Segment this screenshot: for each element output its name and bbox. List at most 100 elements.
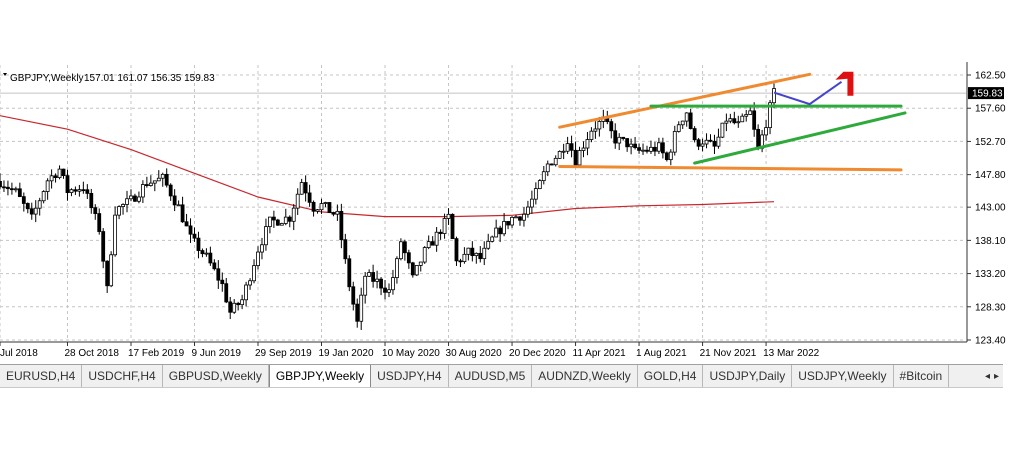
candle-body [45,180,50,192]
candle-body [144,184,149,187]
candle-body [184,221,189,227]
tab-gbpjpy-weekly[interactable]: GBPJPY,Weekly [268,365,372,387]
candle-body [57,168,62,179]
time-tick-label: 9 Jun 2019 [191,348,241,359]
price-tick-label: 147.80 [975,170,1006,181]
tab-usdjpy-h4[interactable]: USDJPY,H4 [371,365,449,387]
candle-body [299,182,304,195]
current-price-box [968,87,1004,100]
candle-body [593,128,598,132]
candle-body [434,231,439,246]
candle-body [275,219,280,226]
candle-body [653,146,657,152]
trendlines[interactable] [558,72,907,172]
tab-eurusd-h4[interactable]: EURUSD,H4 [0,365,83,387]
trendline[interactable] [558,72,812,129]
price-tick-label: 133.20 [975,269,1006,280]
price-tick-label: 157.60 [975,104,1006,115]
candle-body [402,241,407,254]
candle-body [478,252,483,260]
candle-body [414,265,419,276]
candle-body [283,216,288,224]
candle-body [450,213,455,240]
candle-body [152,180,157,184]
candle-body [510,216,514,226]
candle-body [41,191,46,202]
candle-body [192,233,197,239]
candle-body [486,240,491,249]
tab-bitcoin[interactable]: #Bitcoin [894,365,950,387]
candle-body [387,289,391,293]
candle-body [208,252,213,264]
candle-body [565,143,570,152]
chart[interactable]: 162.50 157.60 152.70 147.80 143.00 138.10 133.… [0,0,1015,364]
tab-audusd-m5[interactable]: AUDUSD,M5 [449,365,533,387]
tab-scroll-right-icon[interactable]: ▸ [993,370,999,382]
candle-body [17,188,22,198]
candle-body [704,139,709,145]
candle-body [680,120,685,126]
projection[interactable] [773,71,854,106]
price-tick-label: 152.70 [975,137,1006,148]
candle-body [339,210,344,241]
tab-audnzd-weekly[interactable]: AUDNZD,Weekly [532,365,638,387]
tab-scroll-left-icon[interactable]: ◂ [984,370,990,382]
candle-body [327,202,332,213]
candle-body [700,143,705,147]
candle-body [248,280,252,286]
tab-gold-h4[interactable]: GOLD,H4 [638,365,704,387]
candle-body [271,216,276,221]
candle-body [470,247,475,257]
candle-body [426,241,431,248]
candle-body [232,302,237,313]
current-price-marker: 159.83 [968,87,1004,100]
time-tick-label: 10 May 2020 [382,348,440,359]
candle-body [279,223,284,226]
projection-path[interactable] [773,80,843,106]
candle-body [502,221,507,235]
candle-body [379,278,383,289]
candle-body [561,150,566,153]
candle-body [105,260,110,287]
tab-usdjpy-weekly[interactable]: USDJPY,Weekly [792,365,894,387]
candle-body [236,302,241,306]
candle-body [458,260,463,263]
candle-body [720,122,725,138]
candle-body [37,200,42,209]
candle-body [85,189,90,194]
trendline[interactable] [558,164,903,172]
tab-usdjpy-daily[interactable]: USDJPY,Daily [703,365,793,387]
header-triangle-icon [3,73,7,76]
candle-body [498,227,503,235]
candle-body [49,175,54,182]
candle-body [708,139,713,142]
candle-body [637,147,641,151]
candle-body [688,112,693,129]
candle-body [692,128,697,141]
tab-gbpusd-weekly[interactable]: GBPUSD,Weekly [163,365,269,387]
candle-body [494,227,499,238]
candle-body [541,171,546,182]
chart-tab-bar: EURUSD,H4 USDCHF,H4 GBPUSD,Weekly GBPJPY,We… [0,364,1003,388]
tab-usdchf-h4[interactable]: USDCHF,H4 [82,365,163,387]
candle-body [371,272,376,282]
time-axis: Jul 2018 28 Oct 2018 17 Feb 2019 9 Jun 2019… [0,342,820,359]
candle-body [418,261,423,266]
candle-body [617,136,622,144]
candle-body [65,175,70,193]
candle-body [482,247,487,260]
candle-body [29,208,34,215]
candle-body [649,146,653,152]
moving-average [0,115,775,218]
candle-body [514,216,518,219]
candle-body [101,231,106,262]
candle-body [160,173,165,179]
candle-body [454,238,459,262]
candle-body [61,168,66,177]
trendline[interactable] [693,111,907,165]
candle-body [506,221,510,226]
candle-body [645,149,649,152]
candle-body [716,136,721,147]
candle-body [140,184,145,198]
candle-body [641,149,645,152]
